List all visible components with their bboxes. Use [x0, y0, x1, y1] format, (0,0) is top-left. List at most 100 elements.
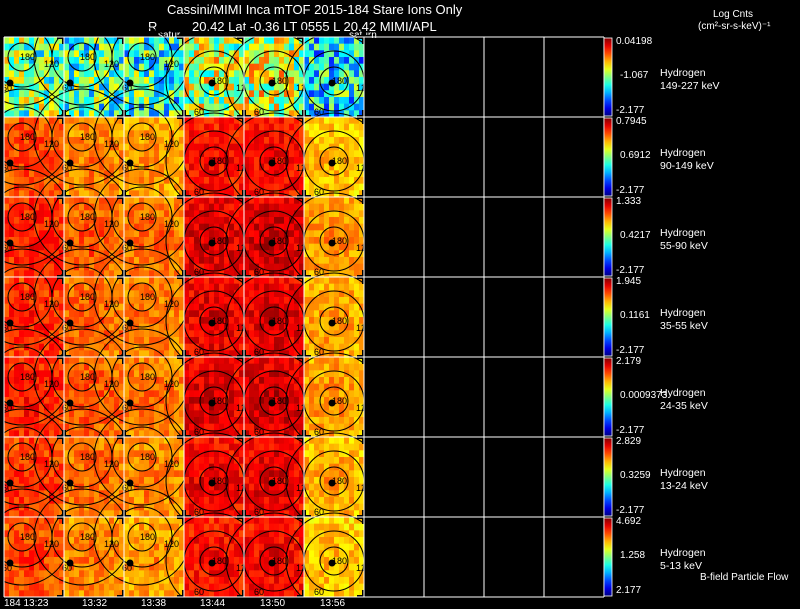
- heatmap-cell: [179, 290, 185, 298]
- heatmap-cell: [109, 497, 115, 505]
- heatmap-cell: [314, 50, 320, 58]
- heatmap-cell: [334, 97, 340, 105]
- heatmap-cell: [289, 423, 295, 431]
- heatmap-cell: [224, 330, 230, 338]
- heatmap-cell: [144, 250, 150, 258]
- heatmap-cell: [254, 330, 260, 338]
- heatmap-cell: [129, 343, 135, 351]
- heatmap-cell: [79, 477, 85, 485]
- heatmap-cell: [229, 230, 235, 238]
- heatmap-cell: [289, 97, 295, 105]
- heatmap-cell: [264, 57, 270, 65]
- heatmap-cell: [34, 130, 40, 138]
- saturn-marker: [328, 319, 336, 327]
- heatmap-cell: [229, 343, 235, 351]
- heatmap-cell: [194, 130, 200, 138]
- heatmap-cell: [39, 223, 45, 231]
- heatmap-cell: [74, 510, 80, 518]
- heatmap-cell: [89, 217, 95, 225]
- heatmap-cell: [14, 130, 20, 138]
- heatmap-cell: [129, 277, 135, 285]
- heatmap-cell: [209, 283, 215, 291]
- heatmap-cell: [334, 43, 340, 51]
- heatmap-cell: [34, 57, 40, 65]
- heatmap-cell: [304, 150, 310, 158]
- heatmap-cell: [69, 277, 75, 285]
- heatmap-cell: [129, 297, 135, 305]
- heatmap-cell: [249, 237, 255, 245]
- heatmap-cell: [84, 277, 90, 285]
- heatmap-cell: [184, 217, 190, 225]
- heatmap-cell: [349, 63, 355, 71]
- heatmap-cell: [74, 277, 80, 285]
- heatmap-cell: [304, 310, 310, 318]
- heatmap-cell: [34, 323, 40, 331]
- heatmap-cell: [324, 357, 330, 365]
- heatmap-cell: [134, 63, 140, 71]
- heatmap-cell: [119, 50, 125, 58]
- contour-label: 120: [104, 139, 119, 149]
- heatmap-cell: [119, 283, 125, 291]
- heatmap-cell: [44, 317, 50, 325]
- heatmap-cell: [154, 97, 160, 105]
- heatmap-cell: [174, 277, 180, 285]
- heatmap-cell: [234, 277, 240, 285]
- heatmap-cell: [29, 97, 35, 105]
- heatmap-cell: [64, 330, 70, 338]
- heatmap-cell: [254, 417, 260, 425]
- heatmap-cell: [209, 410, 215, 418]
- heatmap-cell: [29, 163, 35, 171]
- heatmap-cell: [114, 243, 120, 251]
- heatmap-cell: [289, 50, 295, 58]
- heatmap-cell: [204, 143, 210, 151]
- pitch-angle-contour: [7, 42, 37, 72]
- heatmap-cell: [59, 297, 65, 305]
- heatmap-cell: [359, 330, 365, 338]
- heatmap-cell: [14, 283, 20, 291]
- heatmap-cell: [64, 57, 70, 65]
- heatmap-cell: [19, 37, 25, 45]
- heatmap-cell: [174, 237, 180, 245]
- heatmap-cell: [324, 303, 330, 311]
- saturn-marker: [126, 319, 134, 327]
- heatmap-cell: [49, 337, 55, 345]
- heatmap-cell: [209, 403, 215, 411]
- heatmap-cell: [19, 443, 25, 451]
- heatmap-cell: [49, 150, 55, 158]
- heatmap-cell: [359, 137, 365, 145]
- heatmap-cell: [74, 150, 80, 158]
- heatmap-cell: [94, 463, 100, 471]
- heatmap-cell: [104, 130, 110, 138]
- heatmap-cell: [359, 417, 365, 425]
- heatmap-cell: [304, 190, 310, 198]
- heatmap-cell: [24, 483, 30, 491]
- heatmap-cell: [169, 123, 175, 131]
- heatmap-cell: [64, 510, 70, 518]
- heatmap-cell: [144, 237, 150, 245]
- heatmap-cell: [274, 57, 280, 65]
- heatmap-cell: [179, 243, 185, 251]
- heatmap-cell: [234, 197, 240, 205]
- heatmap-cell: [34, 403, 40, 411]
- heatmap-cell: [214, 177, 220, 185]
- heatmap-cell: [359, 250, 365, 258]
- heatmap-cell: [194, 363, 200, 371]
- heatmap-cell: [74, 197, 80, 205]
- heatmap-cell: [14, 323, 20, 331]
- heatmap-cell: [349, 403, 355, 411]
- heatmap-cell: [124, 430, 130, 438]
- heatmap-cell: [74, 370, 80, 378]
- heatmap-cell: [99, 243, 105, 251]
- heatmap-cell: [59, 343, 65, 351]
- heatmap-cell: [299, 210, 305, 218]
- heatmap-cell: [44, 303, 50, 311]
- heatmap-cell: [144, 283, 150, 291]
- heatmap-cell: [214, 423, 220, 431]
- heatmap-cell: [34, 223, 40, 231]
- heatmap-cell: [129, 250, 135, 258]
- heatmap-cell: [289, 397, 295, 405]
- heatmap-cell: [354, 423, 360, 431]
- heatmap-cell: [359, 117, 365, 125]
- heatmap-cell: [254, 157, 260, 165]
